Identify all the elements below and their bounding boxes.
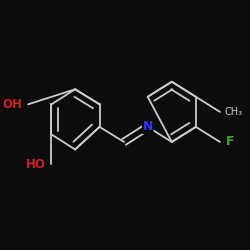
Text: HO: HO [26, 158, 46, 171]
Text: N: N [142, 120, 153, 134]
Text: OH: OH [2, 98, 22, 111]
Text: CH₃: CH₃ [225, 107, 243, 117]
Text: F: F [226, 136, 234, 148]
